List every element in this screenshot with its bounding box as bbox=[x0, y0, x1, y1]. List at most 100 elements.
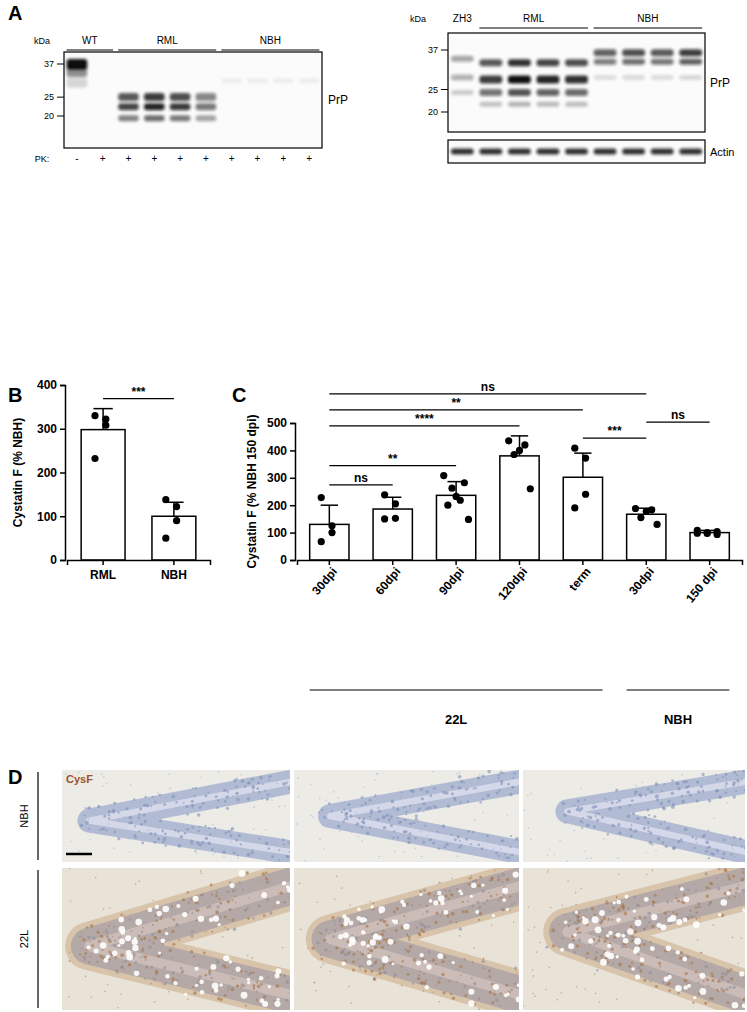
y-tick-label: 300 bbox=[37, 422, 57, 436]
blot-band bbox=[622, 75, 645, 80]
speckle bbox=[722, 776, 724, 778]
speckle bbox=[478, 1008, 480, 1010]
speckle bbox=[162, 840, 165, 843]
background-speckle bbox=[737, 783, 739, 785]
blot-band bbox=[451, 56, 474, 62]
bands bbox=[451, 149, 474, 155]
speckle bbox=[503, 772, 505, 774]
speckle bbox=[618, 799, 621, 802]
background-speckle bbox=[304, 860, 306, 862]
speckle bbox=[397, 817, 399, 819]
speckle bbox=[725, 773, 728, 776]
speckle bbox=[289, 851, 290, 853]
speckle bbox=[258, 791, 260, 793]
speckle bbox=[226, 795, 229, 798]
speckle bbox=[369, 816, 371, 818]
background-speckle bbox=[251, 957, 253, 959]
speckle bbox=[393, 837, 395, 839]
vacuole bbox=[213, 916, 219, 922]
background-speckle bbox=[376, 773, 378, 775]
speckle bbox=[382, 815, 386, 819]
speckle bbox=[421, 797, 424, 800]
background-speckle bbox=[119, 821, 121, 823]
speckle bbox=[433, 805, 436, 808]
x-tick: 60dpi bbox=[373, 560, 404, 598]
speckle bbox=[364, 802, 367, 805]
background-speckle bbox=[319, 838, 321, 840]
speckle bbox=[129, 816, 133, 820]
vacuole bbox=[247, 981, 250, 984]
blot-band bbox=[118, 115, 139, 121]
blot-band bbox=[537, 89, 560, 96]
vacuole bbox=[481, 884, 484, 887]
background-speckle bbox=[212, 854, 214, 856]
data-point bbox=[704, 530, 711, 537]
background-speckle bbox=[474, 819, 476, 821]
data-point bbox=[102, 416, 109, 423]
speckle bbox=[693, 847, 695, 849]
marker-label: 25 bbox=[44, 92, 54, 102]
marker-tick bbox=[57, 64, 64, 65]
background-speckle bbox=[253, 829, 255, 831]
speckle bbox=[271, 855, 274, 858]
speckle bbox=[401, 791, 403, 793]
background-speckle bbox=[317, 901, 319, 903]
speckle bbox=[152, 796, 154, 798]
vacuole bbox=[433, 900, 438, 905]
speckle bbox=[472, 831, 474, 833]
blot-band bbox=[537, 149, 560, 155]
blot-panel: AWTRMLNBHkDa372520PrPPK:-+++++++++ bbox=[8, 2, 348, 164]
speckle bbox=[451, 793, 454, 796]
background-speckle bbox=[348, 986, 350, 988]
speckle bbox=[369, 826, 371, 828]
background-speckle bbox=[154, 1001, 156, 1003]
vacuole bbox=[506, 908, 509, 911]
speckle bbox=[337, 825, 341, 829]
speckle bbox=[685, 786, 688, 789]
data-point bbox=[318, 494, 325, 501]
speckle bbox=[390, 824, 393, 827]
background-speckle bbox=[507, 814, 509, 816]
blot-band bbox=[651, 75, 674, 80]
speckle bbox=[512, 777, 514, 779]
speckle bbox=[563, 814, 566, 817]
x-tick-mark bbox=[582, 560, 584, 565]
background-speckle bbox=[622, 813, 624, 815]
control-label: Actin bbox=[710, 146, 734, 158]
speckle bbox=[612, 824, 616, 828]
background-speckle bbox=[554, 854, 556, 856]
x-axis-line bbox=[298, 561, 743, 566]
speckle bbox=[546, 946, 549, 949]
speckle bbox=[663, 783, 665, 785]
speckle bbox=[140, 823, 143, 826]
vacuole bbox=[343, 932, 349, 938]
speckle bbox=[487, 794, 490, 797]
speckle bbox=[177, 844, 181, 848]
speckle bbox=[409, 805, 411, 807]
speckle bbox=[684, 827, 688, 831]
speckle bbox=[744, 846, 745, 849]
speckle bbox=[217, 799, 220, 802]
blot-band bbox=[679, 59, 702, 65]
speckle bbox=[423, 803, 426, 806]
y-tick-mark bbox=[290, 532, 295, 534]
y-tick-label: 100 bbox=[267, 526, 287, 540]
speckle bbox=[362, 818, 365, 821]
vacuole bbox=[458, 889, 461, 892]
speckle bbox=[649, 831, 652, 834]
kda-label: kDa bbox=[410, 14, 426, 24]
speckle bbox=[85, 807, 87, 809]
marker-tick bbox=[441, 50, 448, 51]
vacuole bbox=[388, 939, 394, 945]
speckle bbox=[342, 820, 345, 823]
speckle bbox=[647, 830, 649, 832]
speckle bbox=[716, 849, 719, 852]
significance-label: ** bbox=[451, 396, 461, 410]
speckle bbox=[691, 836, 694, 839]
background-speckle bbox=[139, 880, 141, 882]
vacuole bbox=[158, 951, 161, 954]
speckle bbox=[732, 795, 735, 798]
background-speckle bbox=[417, 821, 419, 823]
background-speckle bbox=[412, 801, 414, 803]
background-speckle bbox=[349, 904, 351, 906]
